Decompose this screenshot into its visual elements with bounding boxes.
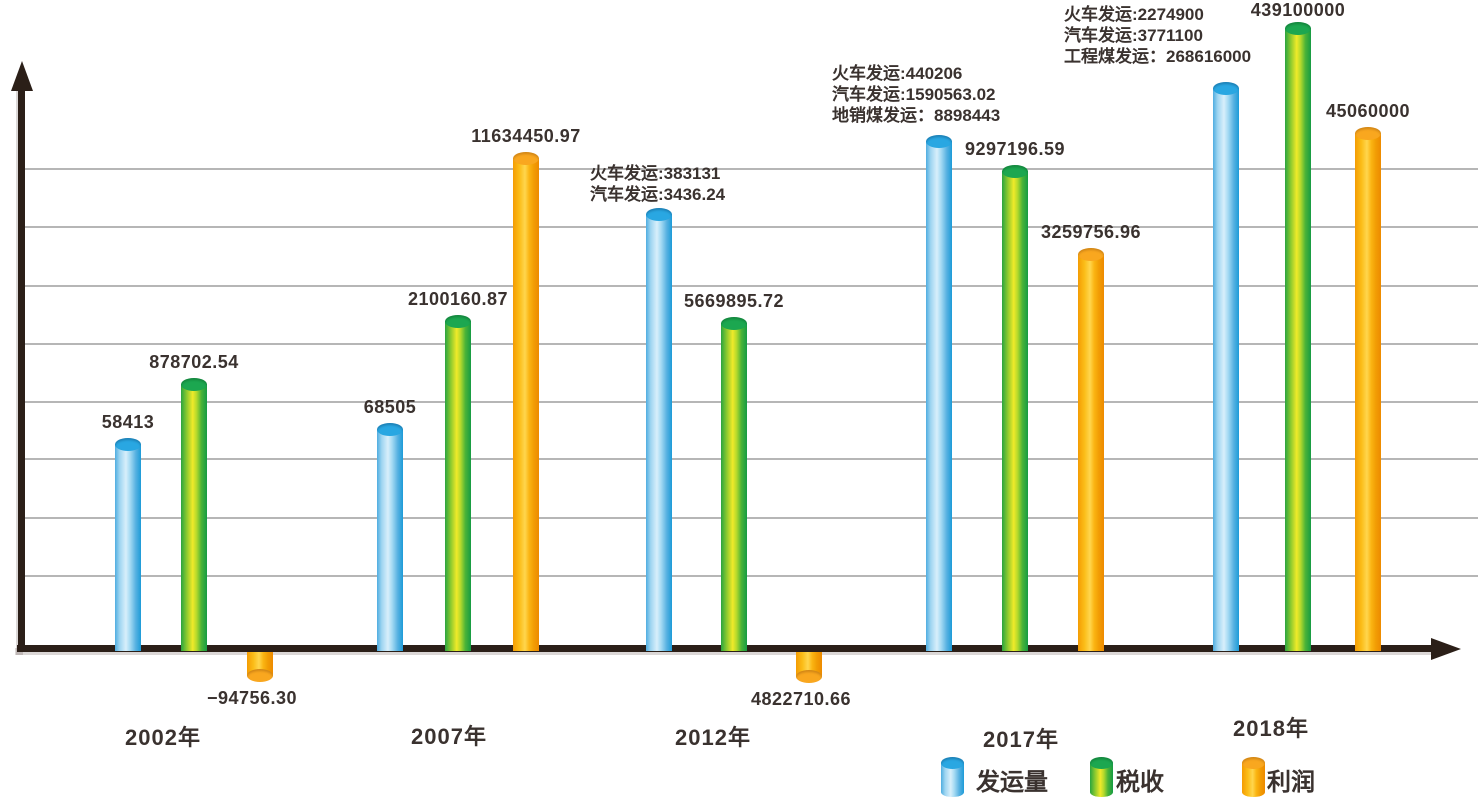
bar-body-shipment-2018 (1213, 88, 1239, 651)
legend-swatch-profit (1242, 757, 1265, 797)
value-label-shipment-2002: 58413 (101, 412, 155, 432)
bar-body-tax-2017 (1002, 171, 1028, 651)
annotation-shipment-2018: 火车发运:2274900 汽车发运:3771100 工程煤发运：268616000 (1064, 4, 1251, 67)
bar-shipment-2007 (377, 423, 403, 651)
bar-tax-2012 (721, 317, 747, 651)
bar-body-shipment-2002 (115, 444, 141, 651)
bar-cap-shipment-2018 (1213, 82, 1239, 95)
bar-body-tax-2018 (1285, 28, 1311, 651)
bar-body-profit-2007 (513, 158, 539, 651)
x-label-2018: 2018年 (1233, 716, 1309, 741)
annotation-line-shipment-2012-1: 汽车发运:3436.24 (590, 185, 726, 204)
gridline-3 (20, 343, 1478, 345)
value-label-profit-2002: −94756.30 (206, 688, 298, 708)
value-label-shipment-2007: 68505 (363, 397, 417, 417)
value-label-tax-2018: 439100000 (1250, 0, 1346, 20)
bar-shipment-2018 (1213, 82, 1239, 651)
bar-cap-tax-2017 (1002, 165, 1028, 178)
bar-body-tax-2012 (721, 323, 747, 651)
value-label-profit-2017: 3259756.96 (1040, 222, 1142, 242)
annotation-line-shipment-2017-0: 火车发运:440206 (832, 64, 963, 83)
bar-profit-2007 (513, 152, 539, 651)
annotation-line-shipment-2018-0: 火车发运:2274900 (1064, 5, 1204, 24)
bar-cap-shipment-2017 (926, 135, 952, 148)
legend-swatch-tax (1090, 757, 1113, 797)
bar-body-shipment-2017 (926, 141, 952, 651)
bar-cap-shipment-2002 (115, 438, 141, 451)
bar-profit-2018 (1355, 127, 1381, 651)
annotation-line-shipment-2012-0: 火车发运:383131 (590, 164, 721, 183)
bar-cap-profit-2012 (796, 670, 822, 683)
value-label-profit-2012: 4822710.66 (750, 689, 852, 709)
annotation-line-shipment-2017-1: 汽车发运:1590563.02 (832, 85, 996, 104)
bar-tax-2018 (1285, 22, 1311, 651)
legend-label-profit: 利润 (1267, 769, 1315, 796)
bar-cap-profit-2018 (1355, 127, 1381, 140)
bar-cap-shipment-2007 (377, 423, 403, 436)
annotation-shipment-2012: 火车发运:383131 汽车发运:3436.24 (590, 163, 725, 205)
legend-swatch-cap-profit (1242, 757, 1265, 769)
bar-cap-tax-2012 (721, 317, 747, 330)
bar-cap-profit-2007 (513, 152, 539, 165)
y-axis-line (18, 85, 25, 652)
bar-shipment-2017 (926, 135, 952, 651)
bar-tax-2017 (1002, 165, 1028, 651)
gridline-7 (20, 575, 1478, 577)
bar-shipment-2002 (115, 438, 141, 651)
legend-swatch-shipment (941, 757, 964, 797)
bar-profit-2012-negative (796, 652, 822, 683)
gridline-2 (20, 285, 1478, 287)
bar-tax-2007 (445, 315, 471, 651)
bar-cap-tax-2007 (445, 315, 471, 328)
annotation-line-shipment-2017-2: 地销煤发运：8898443 (832, 106, 1001, 125)
legend-swatch-cap-shipment (941, 757, 964, 769)
x-axis-arrow-icon (1431, 637, 1461, 660)
x-label-2002: 2002年 (125, 725, 201, 750)
legend-swatch-body-tax (1090, 763, 1113, 797)
bar-body-profit-2018 (1355, 133, 1381, 651)
bar-profit-2017 (1078, 248, 1104, 651)
bar-cap-profit-2002 (247, 669, 273, 682)
gridline-1 (20, 226, 1478, 228)
x-label-2017: 2017年 (983, 727, 1059, 752)
annotation-line-shipment-2018-2: 工程煤发运：268616000 (1064, 47, 1252, 66)
y-axis-arrow-icon (10, 61, 33, 91)
bar-body-shipment-2012 (646, 214, 672, 651)
value-label-tax-2012: 5669895.72 (683, 291, 785, 311)
bar-cap-shipment-2012 (646, 208, 672, 221)
gridline-5 (20, 458, 1478, 460)
bar-cap-tax-2002 (181, 378, 207, 391)
x-label-2012: 2012年 (675, 725, 751, 750)
bar-tax-2002 (181, 378, 207, 651)
bar-body-tax-2007 (445, 321, 471, 651)
legend-label-tax: 税收 (1116, 769, 1164, 796)
legend-label-shipment: 发运量 (976, 769, 1048, 796)
gridline-4 (20, 401, 1478, 403)
bar-cap-profit-2017 (1078, 248, 1104, 261)
legend-swatch-body-profit (1242, 763, 1265, 797)
bar-shipment-2012 (646, 208, 672, 651)
bar-profit-2002-negative (247, 652, 273, 682)
annotation-shipment-2017: 火车发运:440206 汽车发运:1590563.02 地销煤发运：8898443 (832, 63, 1000, 126)
legend-swatch-body-shipment (941, 763, 964, 797)
bar-body-tax-2002 (181, 384, 207, 651)
bar-body-shipment-2007 (377, 429, 403, 651)
x-label-2007: 2007年 (411, 724, 487, 749)
annotation-line-shipment-2018-1: 汽车发运:3771100 (1064, 26, 1203, 45)
value-label-tax-2007: 2100160.87 (407, 289, 509, 309)
value-label-tax-2002: 878702.54 (149, 352, 239, 372)
value-label-profit-2018: 45060000 (1325, 101, 1411, 121)
legend-swatch-cap-tax (1090, 757, 1113, 769)
gridline-0 (20, 168, 1478, 170)
value-label-profit-2007: 11634450.97 (471, 126, 581, 146)
value-label-tax-2017: 9297196.59 (964, 139, 1066, 159)
gridline-6 (20, 517, 1478, 519)
bar-body-profit-2017 (1078, 254, 1104, 651)
bar-cap-tax-2018 (1285, 22, 1311, 35)
